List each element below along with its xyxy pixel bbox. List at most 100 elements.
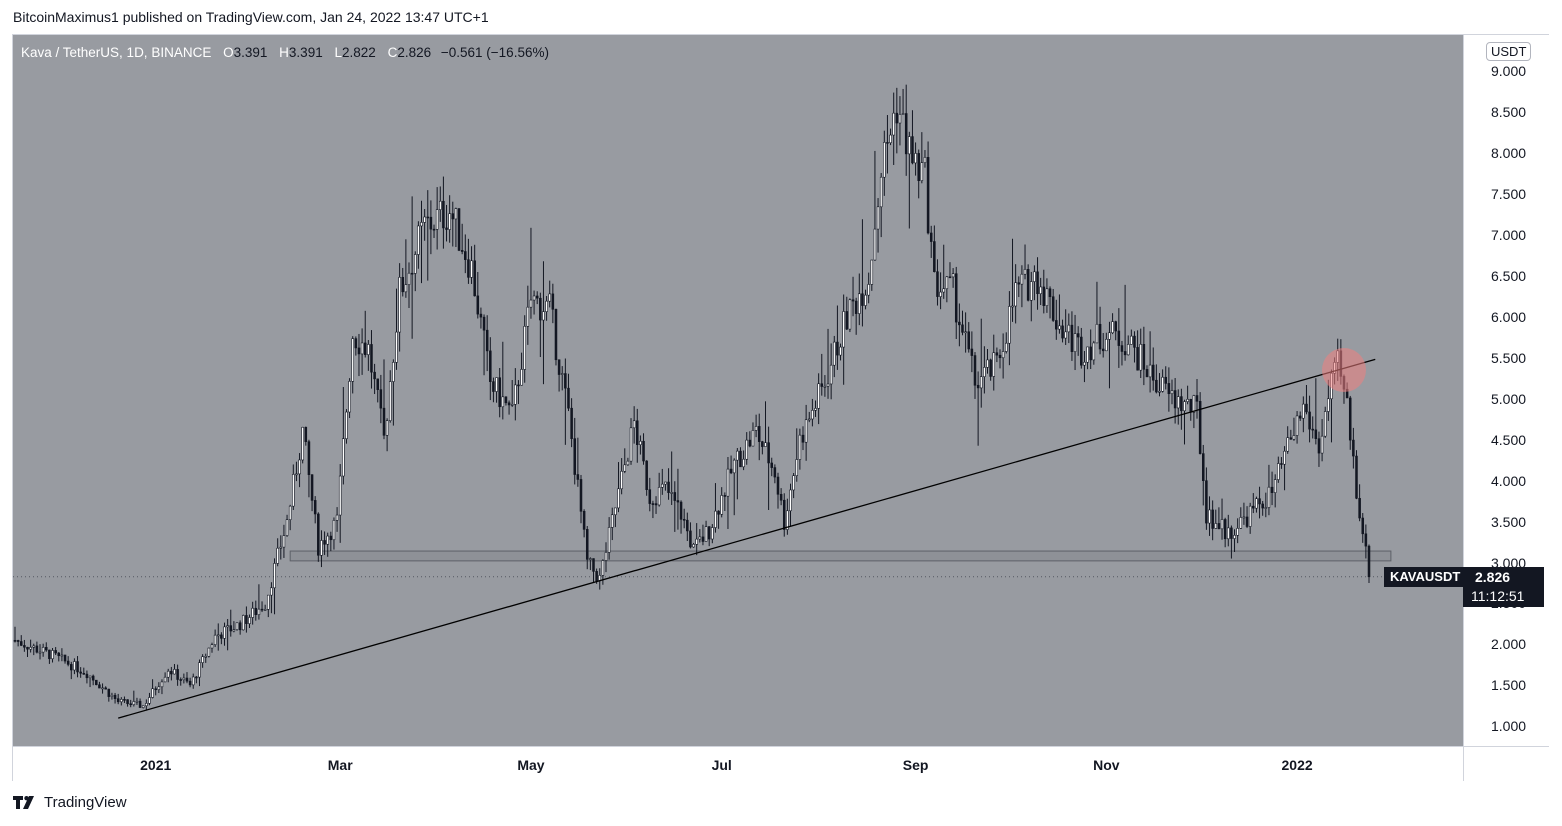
candle bbox=[163, 672, 167, 683]
candle bbox=[992, 334, 996, 391]
chart-plot-area[interactable] bbox=[13, 35, 1463, 746]
candle bbox=[798, 428, 802, 470]
candle-body bbox=[526, 306, 530, 327]
candle bbox=[442, 176, 445, 249]
candle bbox=[26, 646, 29, 657]
candle bbox=[116, 693, 120, 705]
candle-body bbox=[317, 513, 320, 556]
candle bbox=[698, 529, 702, 543]
candle bbox=[379, 374, 383, 424]
candle bbox=[435, 187, 439, 250]
price-tick-label: 4.000 bbox=[1491, 472, 1527, 489]
candle bbox=[617, 462, 620, 513]
candle-body bbox=[748, 439, 752, 447]
candle bbox=[398, 263, 401, 352]
symbol-price-label: KAVAUSDT bbox=[1384, 567, 1467, 587]
candle-body bbox=[1083, 361, 1086, 366]
candle-body bbox=[1133, 335, 1136, 348]
candle bbox=[792, 473, 795, 499]
candle bbox=[1167, 367, 1171, 412]
candle bbox=[489, 337, 492, 401]
candle bbox=[1045, 278, 1049, 313]
candle-body bbox=[529, 299, 533, 308]
candle bbox=[908, 131, 911, 229]
candle bbox=[485, 315, 489, 372]
candle-body bbox=[1364, 533, 1368, 547]
candle-body bbox=[895, 112, 899, 124]
price-tick-label: 2.000 bbox=[1491, 636, 1527, 653]
candle bbox=[1136, 330, 1139, 371]
candle bbox=[510, 380, 514, 407]
candle bbox=[551, 283, 555, 324]
candle bbox=[464, 234, 467, 274]
candle bbox=[889, 128, 892, 146]
candle-body bbox=[745, 439, 748, 460]
candle-body bbox=[292, 474, 295, 507]
candle bbox=[23, 639, 26, 652]
candle-body bbox=[323, 540, 326, 545]
candle-body bbox=[135, 700, 139, 703]
candle-body bbox=[673, 492, 677, 501]
candles bbox=[13, 84, 1371, 711]
candle bbox=[1270, 471, 1274, 506]
candle bbox=[88, 675, 92, 688]
candle-body bbox=[642, 440, 645, 462]
price-axis[interactable]: 9.000 8.500 8.000 7.500 7.000 6.500 6.000 5.500… bbox=[1463, 35, 1549, 746]
candle bbox=[689, 522, 692, 549]
candle-body bbox=[848, 299, 852, 330]
candle bbox=[1011, 238, 1014, 322]
candle-body bbox=[348, 381, 351, 413]
candle bbox=[279, 535, 283, 560]
candle bbox=[892, 92, 895, 165]
candle bbox=[976, 371, 980, 446]
candle bbox=[648, 477, 652, 512]
candle bbox=[1133, 331, 1136, 363]
candle bbox=[210, 642, 214, 653]
ascending-trendline bbox=[118, 358, 1376, 719]
candle-body bbox=[407, 272, 411, 285]
candle-body bbox=[1355, 455, 1358, 499]
candle-body bbox=[485, 329, 489, 352]
candle bbox=[1161, 369, 1164, 393]
candle-body bbox=[951, 273, 955, 278]
candle-body bbox=[420, 222, 423, 227]
candle-body bbox=[1095, 323, 1099, 344]
candle-body bbox=[845, 311, 849, 330]
candle-body bbox=[307, 441, 311, 475]
candle-body bbox=[1323, 411, 1327, 437]
candle-body bbox=[1076, 333, 1080, 338]
candle-body bbox=[220, 634, 223, 639]
candle bbox=[701, 524, 705, 546]
candle-body bbox=[720, 495, 723, 515]
candle bbox=[942, 244, 945, 299]
candle-body bbox=[798, 434, 802, 460]
candle bbox=[1114, 320, 1117, 341]
candle bbox=[423, 209, 426, 241]
candle bbox=[1176, 389, 1180, 425]
candle-body bbox=[498, 377, 501, 408]
candle-body bbox=[711, 527, 714, 540]
candle bbox=[526, 285, 530, 345]
candle bbox=[107, 688, 111, 702]
candle bbox=[601, 559, 605, 585]
candle-body bbox=[1164, 376, 1168, 384]
candle bbox=[814, 400, 817, 417]
candle-body bbox=[1270, 486, 1274, 493]
candle-body bbox=[489, 350, 492, 382]
candle-body bbox=[91, 675, 95, 681]
candle bbox=[917, 149, 920, 199]
candle-body bbox=[914, 153, 917, 164]
candle bbox=[679, 500, 683, 534]
candle-body bbox=[73, 661, 76, 671]
candle-body bbox=[1014, 282, 1017, 307]
candle bbox=[320, 530, 323, 568]
time-axis[interactable]: 2021 Mar May Jul Sep Nov 2022 bbox=[13, 746, 1463, 781]
candle bbox=[923, 150, 927, 168]
candle-body bbox=[548, 293, 551, 302]
candle bbox=[1223, 517, 1227, 548]
candle bbox=[548, 280, 551, 308]
candle bbox=[610, 507, 614, 541]
candle bbox=[1148, 331, 1152, 393]
currency-unit-button[interactable]: USDT bbox=[1486, 42, 1532, 61]
candle bbox=[1201, 444, 1205, 506]
